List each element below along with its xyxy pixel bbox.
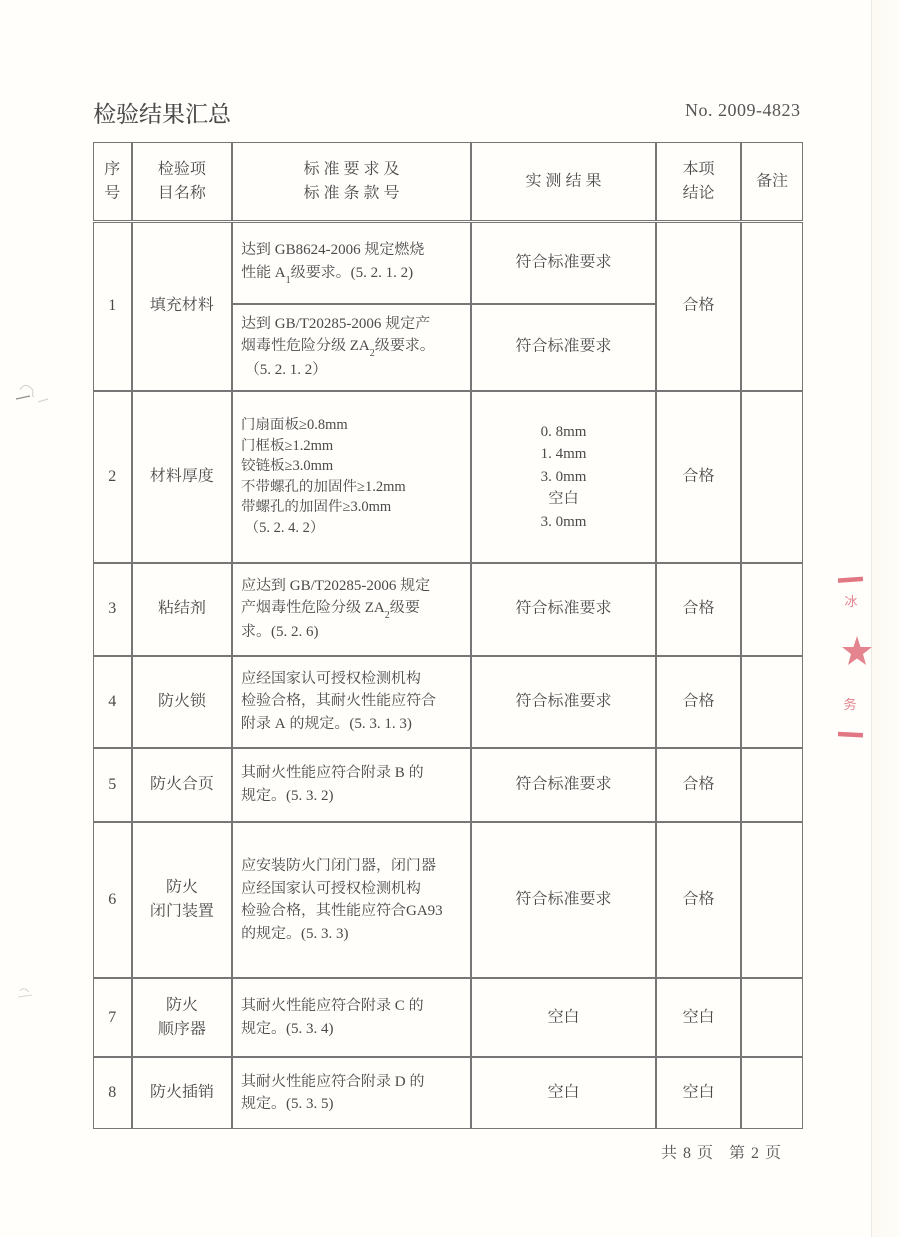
svg-text:务: 务 <box>843 697 856 712</box>
svg-text:冰: 冰 <box>844 594 857 609</box>
